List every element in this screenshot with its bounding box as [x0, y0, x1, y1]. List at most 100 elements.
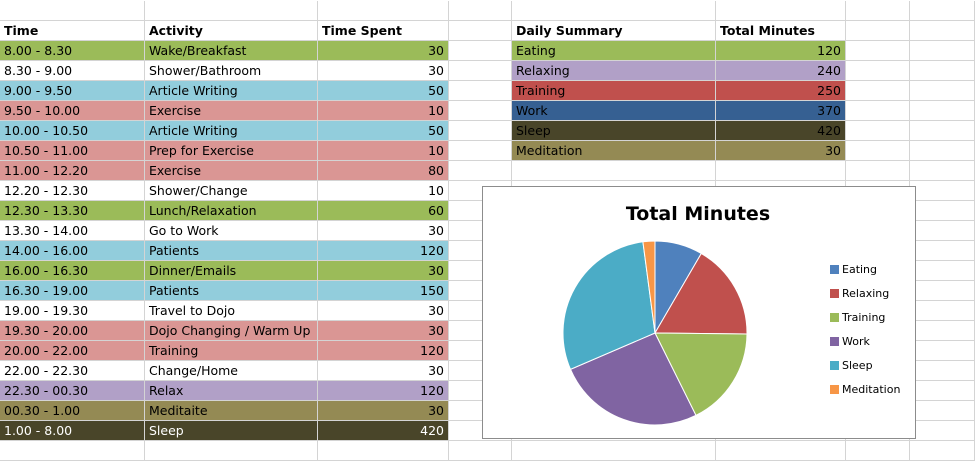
empty-cell[interactable]: [910, 341, 975, 361]
empty-cell[interactable]: [910, 361, 975, 381]
empty-cell[interactable]: [318, 441, 449, 461]
cell-time-spent[interactable]: 30: [318, 301, 449, 321]
cell-time[interactable]: 22.00 - 22.30: [0, 361, 145, 381]
cell-activity[interactable]: Lunch/Relaxation: [145, 201, 318, 221]
summary-label[interactable]: Training: [512, 81, 716, 101]
pie-chart[interactable]: Total Minutes Eating Relaxing Training Work…: [482, 186, 916, 439]
empty-cell[interactable]: [512, 161, 716, 181]
cell-time-spent[interactable]: 120: [318, 341, 449, 361]
cell-time[interactable]: 16.00 - 16.30: [0, 261, 145, 281]
cell-activity[interactable]: Shower/Change: [145, 181, 318, 201]
summary-value[interactable]: 30: [716, 141, 846, 161]
cell-time[interactable]: 8.00 - 8.30: [0, 41, 145, 61]
empty-cell[interactable]: [846, 1, 910, 21]
cell-activity[interactable]: Sleep: [145, 421, 318, 441]
cell-activity[interactable]: Wake/Breakfast: [145, 41, 318, 61]
cell-activity[interactable]: Exercise: [145, 101, 318, 121]
cell-activity[interactable]: Go to Work: [145, 221, 318, 241]
cell-activity[interactable]: Patients: [145, 281, 318, 301]
cell-time-spent[interactable]: 30: [318, 361, 449, 381]
cell-time-spent[interactable]: 30: [318, 41, 449, 61]
cell-time[interactable]: 20.00 - 22.00: [0, 341, 145, 361]
empty-cell[interactable]: [910, 41, 975, 61]
empty-cell[interactable]: [910, 401, 975, 421]
empty-cell[interactable]: [910, 61, 975, 81]
empty-cell[interactable]: [846, 141, 910, 161]
empty-cell[interactable]: [846, 441, 910, 461]
empty-cell[interactable]: [0, 1, 145, 21]
cell-activity[interactable]: Dinner/Emails: [145, 261, 318, 281]
cell-time-spent[interactable]: 50: [318, 121, 449, 141]
summary-value[interactable]: 240: [716, 61, 846, 81]
empty-cell[interactable]: [145, 441, 318, 461]
empty-cell[interactable]: [910, 101, 975, 121]
header-time-spent[interactable]: Time Spent: [318, 21, 449, 41]
cell-activity[interactable]: Meditaite: [145, 401, 318, 421]
cell-time[interactable]: 22.30 - 00.30: [0, 381, 145, 401]
cell-time-spent[interactable]: 60: [318, 201, 449, 221]
cell-time[interactable]: 19.00 - 19.30: [0, 301, 145, 321]
empty-cell[interactable]: [318, 1, 449, 21]
cell-time[interactable]: 8.30 - 9.00: [0, 61, 145, 81]
cell-time-spent[interactable]: 10: [318, 181, 449, 201]
empty-cell[interactable]: [910, 181, 975, 201]
empty-cell[interactable]: [145, 1, 318, 21]
cell-time-spent[interactable]: 30: [318, 221, 449, 241]
cell-time-spent[interactable]: 420: [318, 421, 449, 441]
empty-cell[interactable]: [716, 441, 846, 461]
cell-activity[interactable]: Training: [145, 341, 318, 361]
summary-label[interactable]: Relaxing: [512, 61, 716, 81]
empty-cell[interactable]: [449, 61, 512, 81]
cell-time[interactable]: 14.00 - 16.00: [0, 241, 145, 261]
empty-cell[interactable]: [910, 141, 975, 161]
empty-cell[interactable]: [910, 81, 975, 101]
summary-label[interactable]: Eating: [512, 41, 716, 61]
empty-cell[interactable]: [512, 1, 716, 21]
header-daily-summary[interactable]: Daily Summary: [512, 21, 716, 41]
cell-time-spent[interactable]: 10: [318, 101, 449, 121]
cell-time[interactable]: 9.00 - 9.50: [0, 81, 145, 101]
empty-cell[interactable]: [0, 441, 145, 461]
cell-activity[interactable]: Exercise: [145, 161, 318, 181]
summary-value[interactable]: 420: [716, 121, 846, 141]
empty-cell[interactable]: [910, 301, 975, 321]
summary-label[interactable]: Work: [512, 101, 716, 121]
pie-slice-relaxing[interactable]: [654, 252, 748, 335]
empty-cell[interactable]: [449, 121, 512, 141]
cell-time[interactable]: 00.30 - 1.00: [0, 401, 145, 421]
header-time[interactable]: Time: [0, 21, 145, 41]
empty-cell[interactable]: [512, 441, 716, 461]
summary-label[interactable]: Meditation: [512, 141, 716, 161]
empty-cell[interactable]: [846, 101, 910, 121]
summary-label[interactable]: Sleep: [512, 121, 716, 141]
summary-value[interactable]: 120: [716, 41, 846, 61]
cell-time-spent[interactable]: 10: [318, 141, 449, 161]
cell-activity[interactable]: Patients: [145, 241, 318, 261]
cell-time[interactable]: 13.30 - 14.00: [0, 221, 145, 241]
empty-cell[interactable]: [910, 281, 975, 301]
pie-slice-meditation[interactable]: [642, 240, 656, 334]
empty-cell[interactable]: [910, 441, 975, 461]
cell-time-spent[interactable]: 30: [318, 61, 449, 81]
summary-value[interactable]: 370: [716, 101, 846, 121]
cell-time-spent[interactable]: 30: [318, 261, 449, 281]
cell-time[interactable]: 10.50 - 11.00: [0, 141, 145, 161]
empty-cell[interactable]: [846, 81, 910, 101]
cell-activity[interactable]: Article Writing: [145, 81, 318, 101]
empty-cell[interactable]: [846, 121, 910, 141]
cell-activity[interactable]: Dojo Changing / Warm Up: [145, 321, 318, 341]
empty-cell[interactable]: [910, 321, 975, 341]
empty-cell[interactable]: [449, 1, 512, 21]
empty-cell[interactable]: [910, 261, 975, 281]
cell-time[interactable]: 16.30 - 19.00: [0, 281, 145, 301]
empty-cell[interactable]: [910, 1, 975, 21]
cell-time[interactable]: 1.00 - 8.00: [0, 421, 145, 441]
empty-cell[interactable]: [846, 21, 910, 41]
cell-time-spent[interactable]: 120: [318, 241, 449, 261]
header-total-minutes[interactable]: Total Minutes: [716, 21, 846, 41]
empty-cell[interactable]: [846, 161, 910, 181]
cell-activity[interactable]: Change/Home: [145, 361, 318, 381]
empty-cell[interactable]: [910, 121, 975, 141]
cell-activity[interactable]: Shower/Bathroom: [145, 61, 318, 81]
